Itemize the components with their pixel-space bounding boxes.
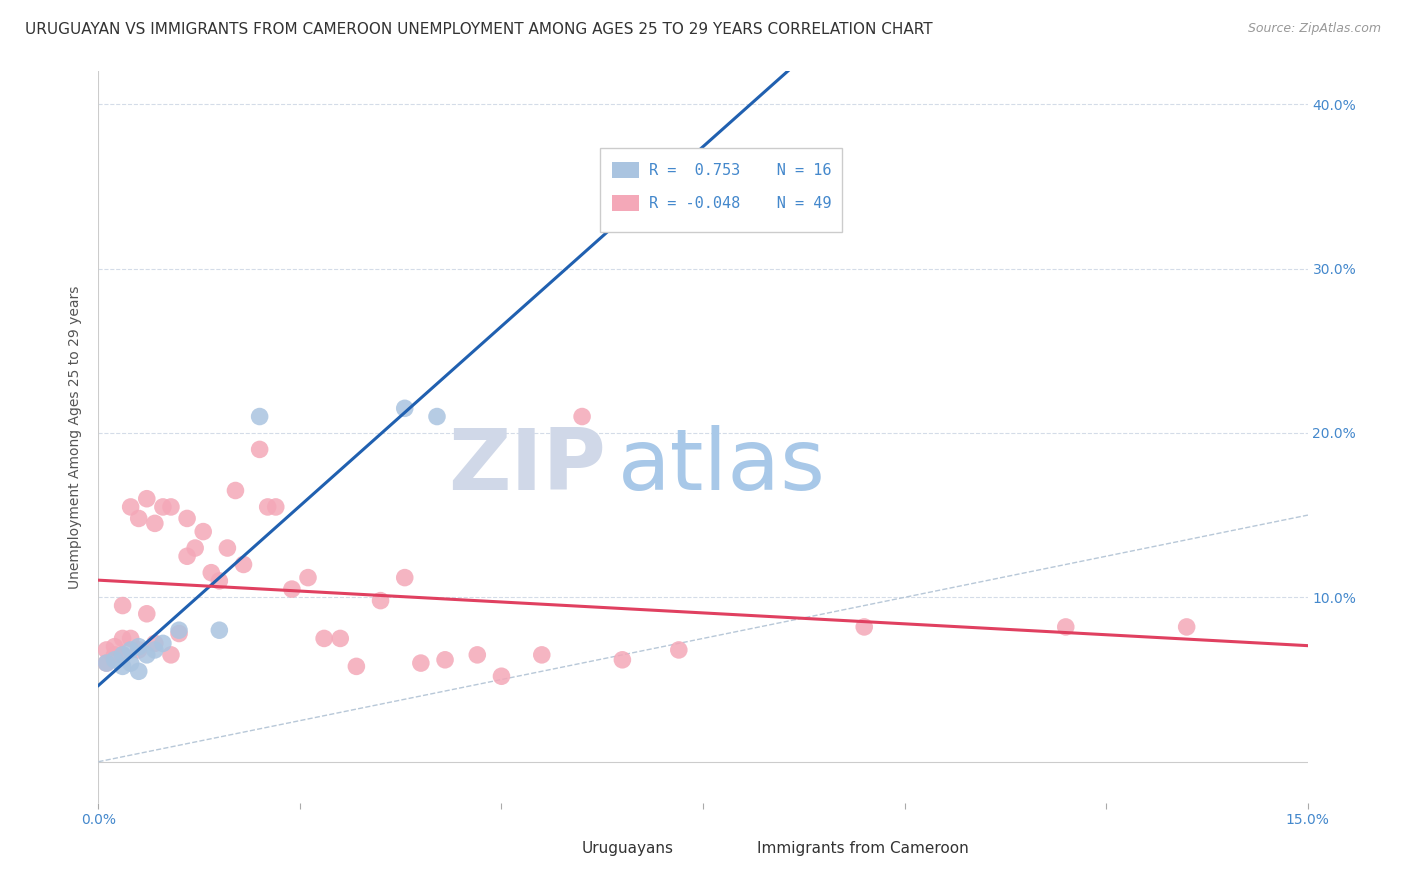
Point [111, 632, 134, 646]
Point [1054, 620, 1077, 634]
Text: Immigrants from Cameroon: Immigrants from Cameroon [758, 841, 969, 856]
Point [176, 511, 198, 525]
Point [200, 566, 222, 580]
FancyBboxPatch shape [546, 841, 572, 858]
Point [208, 624, 231, 638]
Point [96, 656, 118, 670]
Point [314, 632, 336, 646]
Point [135, 648, 157, 662]
Text: atlas: atlas [619, 425, 827, 508]
Point [344, 659, 367, 673]
Point [111, 648, 134, 662]
Point [571, 409, 593, 424]
Point [1175, 620, 1198, 634]
Point [103, 640, 125, 654]
Point [120, 632, 142, 646]
Text: ZIP: ZIP [449, 425, 606, 508]
Point [160, 648, 183, 662]
Point [135, 607, 157, 621]
Point [394, 571, 416, 585]
FancyBboxPatch shape [600, 148, 842, 232]
Point [167, 624, 190, 638]
Point [184, 541, 207, 555]
Point [329, 632, 352, 646]
Point [297, 571, 319, 585]
Point [103, 653, 125, 667]
Point [96, 656, 118, 670]
Point [249, 409, 271, 424]
Point [232, 558, 254, 572]
Text: URUGUAYAN VS IMMIGRANTS FROM CAMEROON UNEMPLOYMENT AMONG AGES 25 TO 29 YEARS COR: URUGUAYAN VS IMMIGRANTS FROM CAMEROON UN… [25, 22, 934, 37]
Point [370, 593, 392, 607]
Point [612, 653, 634, 667]
Point [434, 653, 457, 667]
FancyBboxPatch shape [613, 162, 638, 178]
Point [530, 648, 553, 662]
Point [853, 620, 876, 634]
Point [208, 574, 231, 588]
Point [281, 582, 304, 596]
Point [128, 511, 150, 525]
Point [217, 541, 239, 555]
Point [249, 442, 271, 457]
Point [152, 636, 174, 650]
Point [96, 643, 118, 657]
Point [668, 643, 690, 657]
Text: Uruguayans: Uruguayans [582, 841, 673, 856]
Point [152, 500, 174, 514]
Point [135, 491, 157, 506]
Point [256, 500, 278, 514]
Point [394, 401, 416, 416]
Point [426, 409, 449, 424]
Point [193, 524, 215, 539]
Point [465, 648, 488, 662]
Point [160, 500, 183, 514]
Point [167, 626, 190, 640]
Y-axis label: Unemployment Among Ages 25 to 29 years: Unemployment Among Ages 25 to 29 years [69, 285, 83, 589]
Point [143, 636, 166, 650]
Point [264, 500, 287, 514]
Point [120, 656, 142, 670]
Text: R =  0.753    N = 16: R = 0.753 N = 16 [648, 162, 831, 178]
Point [143, 516, 166, 531]
Point [176, 549, 198, 564]
Point [128, 643, 150, 657]
Point [224, 483, 246, 498]
Point [111, 659, 134, 673]
Point [111, 648, 134, 662]
Point [409, 656, 432, 670]
Point [103, 648, 125, 662]
FancyBboxPatch shape [613, 195, 638, 211]
Point [120, 643, 142, 657]
Point [120, 500, 142, 514]
Point [128, 640, 150, 654]
Point [491, 669, 513, 683]
Text: Source: ZipAtlas.com: Source: ZipAtlas.com [1247, 22, 1381, 36]
Point [128, 665, 150, 679]
FancyBboxPatch shape [721, 841, 748, 858]
Point [143, 643, 166, 657]
Point [111, 599, 134, 613]
Text: R = -0.048    N = 49: R = -0.048 N = 49 [648, 195, 831, 211]
